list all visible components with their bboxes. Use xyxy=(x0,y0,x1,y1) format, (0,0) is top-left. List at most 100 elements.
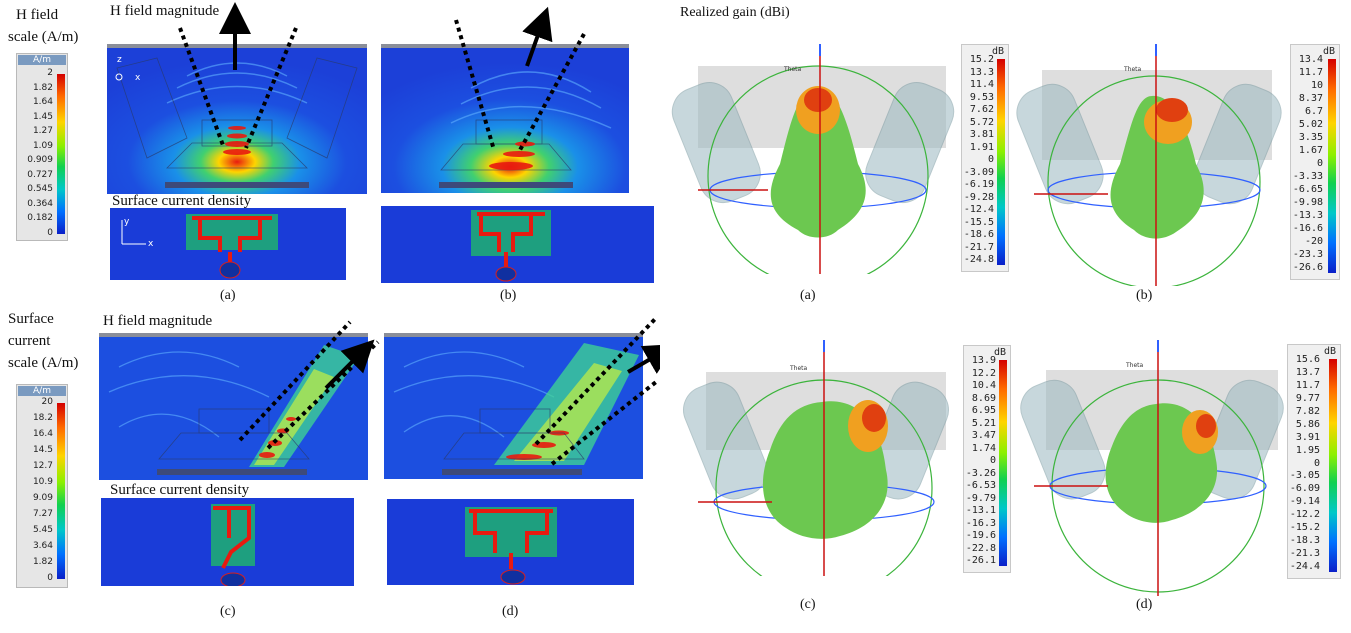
beam-edge-left-c xyxy=(238,320,352,442)
current-scale-tick: 10.9 xyxy=(32,477,53,487)
current-scale-tick: 16.4 xyxy=(32,429,53,439)
beam-overlays xyxy=(178,2,660,466)
gain-scale-tick: -3.05 xyxy=(1289,470,1320,482)
gain-scale-tick: 0 xyxy=(1316,158,1323,169)
gain-scale-tick: 5.72 xyxy=(969,116,994,128)
gain-scale-tick: 1.95 xyxy=(1295,444,1320,456)
surface-current-label-bottom: Surface current density xyxy=(110,482,250,498)
gain-panel-a: Theta xyxy=(668,44,958,287)
current-sim-b xyxy=(381,206,654,283)
hfield-scale-tick: 2 xyxy=(47,68,53,78)
current-scale-tick: 7.27 xyxy=(32,509,53,519)
current-panel-c xyxy=(101,498,354,586)
gain-scale-tick: 13.4 xyxy=(1298,54,1323,65)
gain-scale-tick: 12.2 xyxy=(971,367,996,379)
gain-sim-a: Theta xyxy=(671,44,955,287)
h-field-label-top: H field magnitude xyxy=(110,3,220,19)
gain-scale-tick: -6.09 xyxy=(1289,483,1320,495)
gain-scale-tick: 10.4 xyxy=(971,380,996,391)
beam-edge-right-d xyxy=(550,380,658,466)
hfield-scale-label-line1: H field xyxy=(16,7,59,23)
hfield-panel-c xyxy=(99,333,368,480)
current-scale-tick: 14.5 xyxy=(32,445,53,455)
gain-scale-tick: -24.8 xyxy=(963,254,994,265)
caption-right-c: (c) xyxy=(800,597,816,612)
current-scale-label-line2: current xyxy=(8,333,51,349)
gain-scale-tick: -19.6 xyxy=(965,530,996,541)
gain-scale-tick: 5.21 xyxy=(971,417,996,429)
gain-scale-tick: -16.6 xyxy=(1292,223,1323,234)
gain-scale-tick: 3.81 xyxy=(969,129,994,140)
surface-current-label-top: Surface current density xyxy=(112,193,252,209)
hfield-scale-tick: 1.64 xyxy=(32,97,53,108)
gain-scale-tick: -13.1 xyxy=(965,505,996,516)
x-axis-label-a: x xyxy=(135,73,141,83)
gain-scale-tick: -15.2 xyxy=(1289,522,1320,534)
beam-edge-left-b xyxy=(454,19,496,151)
hfield-sim-b xyxy=(381,48,629,193)
current-axis-icon xyxy=(121,220,146,245)
gain-scale-tick: 3.35 xyxy=(1298,132,1323,143)
current-sim-c xyxy=(101,498,354,586)
gain-scale-c: dB 13.9 12.2 10.4 8.69 6.95 5.21 3.47 1.74 0 -3.26… xyxy=(963,345,1011,573)
gain-scale-tick: 6.95 xyxy=(971,405,996,416)
current-scale-tick: 9.09 xyxy=(32,493,53,503)
x-axis-label: x xyxy=(148,239,154,249)
theta-label-c: Theta xyxy=(789,365,808,372)
z-axis-label-a: z xyxy=(117,55,122,65)
caption-right-a: (a) xyxy=(800,288,816,303)
gain-panel-d: Theta xyxy=(1012,340,1284,596)
caption-right-d: (d) xyxy=(1136,597,1153,612)
current-scale-tick: 12.7 xyxy=(32,461,53,471)
hfield-scale-tick: 0 xyxy=(47,228,53,238)
current-panel-d xyxy=(387,499,634,585)
hfield-scale-tick: 0.727 xyxy=(27,169,53,180)
current-panel-b xyxy=(381,206,654,283)
gain-scale-tick: -9.98 xyxy=(1292,197,1323,208)
hfield-scale-tick: 0.182 xyxy=(27,213,53,224)
beam-arrow-c xyxy=(324,339,375,390)
hfield-scale-tick: 0.909 xyxy=(27,155,53,166)
current-scale-label: Surface current scale (A/m) xyxy=(8,308,78,374)
gain-scale-bar xyxy=(1328,59,1336,273)
gain-scale-tick: 10 xyxy=(1310,80,1323,91)
gain-scale-tick: -9.79 xyxy=(965,492,996,504)
current-scale-tick: 5.45 xyxy=(32,525,53,535)
gain-panel-b: Theta xyxy=(1012,44,1282,289)
gain-scale-tick: 5.02 xyxy=(1298,119,1323,130)
caption-left-d: (d) xyxy=(502,604,519,619)
hfield-scale-tick: 0.545 xyxy=(27,184,53,195)
gain-scale-tick: -23.3 xyxy=(1292,249,1323,260)
gain-scale-tick: -12.4 xyxy=(963,204,994,215)
h-field-label-bottom: H field magnitude xyxy=(103,313,213,329)
caption-left-c: (c) xyxy=(220,604,236,619)
hfield-sim-a: z x xyxy=(107,48,367,194)
gain-sim-c: Theta xyxy=(683,340,949,597)
gain-scale-tick: -6.19 xyxy=(963,179,994,190)
gain-scale-tick: 8.37 xyxy=(1298,93,1323,104)
beam-edge-left-d xyxy=(534,316,658,446)
gain-scale-tick: -9.14 xyxy=(1289,496,1320,508)
caption-left-a: (a) xyxy=(220,288,236,303)
gain-scale-bar xyxy=(997,59,1005,265)
theta-label-d: Theta xyxy=(1125,362,1144,369)
gain-scale-tick: 0 xyxy=(989,455,996,466)
gain-scale-tick: 7.62 xyxy=(969,104,994,115)
axis-origin-icon xyxy=(115,73,123,81)
hfield-scale-tick: 0.364 xyxy=(27,198,53,209)
y-axis-label: y xyxy=(124,217,130,227)
gain-scale-tick: 5.86 xyxy=(1295,418,1320,430)
caption-right-b: (b) xyxy=(1136,288,1153,303)
gain-scale-tick: -3.09 xyxy=(963,166,994,178)
gain-scale-tick: -3.26 xyxy=(965,467,996,479)
hfield-panel-a: z x xyxy=(107,44,367,194)
beam-arrow-d xyxy=(626,343,660,374)
gain-scale-tick: 3.47 xyxy=(971,430,996,441)
current-scale-tick: 3.64 xyxy=(32,541,53,551)
gain-scale-tick: -6.65 xyxy=(1292,184,1323,195)
gain-scale-tick: -18.3 xyxy=(1289,535,1320,547)
gain-scale-tick: -18.6 xyxy=(963,229,994,240)
gain-scale-tick: -13.3 xyxy=(1292,210,1323,221)
gain-scale-tick: -24.4 xyxy=(1289,561,1320,572)
gain-panel-c: Theta xyxy=(672,340,960,597)
